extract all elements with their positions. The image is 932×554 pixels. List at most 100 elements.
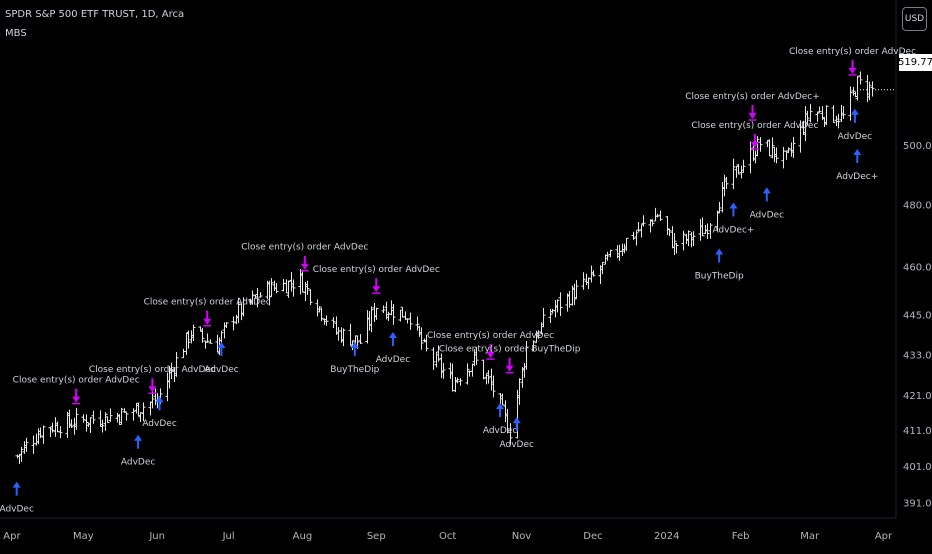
- ohlc-bar: [598, 265, 603, 284]
- ohlc-bar: [419, 327, 424, 350]
- ohlc-bar: [169, 362, 174, 380]
- exit-signal-label: Close entry(s) order AdvDec+: [685, 92, 820, 102]
- exit-signal: Close entry(s) order AdvDec: [691, 121, 818, 150]
- ohlc-bar: [431, 347, 436, 370]
- ohlc-bar: [339, 327, 344, 343]
- exit-arrow-head-icon: [505, 365, 514, 372]
- ohlc-bar: [305, 280, 310, 295]
- y-tick-label: 401.00: [903, 462, 932, 473]
- ohlc-bar: [453, 377, 458, 393]
- entry-signal: AdvDec+: [836, 149, 878, 182]
- ohlc-bar: [88, 417, 93, 433]
- ohlc-bar: [267, 280, 272, 306]
- exit-signal-label: Close entry(s) order AdvDec: [691, 121, 818, 131]
- ohlc-bar: [491, 375, 496, 398]
- entry-arrow-head-icon: [762, 187, 771, 194]
- entry-signal-label: AdvDec+: [712, 225, 754, 235]
- entry-arrow-head-icon: [350, 341, 359, 348]
- ohlc-bar: [753, 150, 758, 164]
- chart-title: SPDR S&P 500 ETF TRUST, 1D, Arca: [5, 9, 185, 20]
- exit-signal-label: Close entry(s) order AdvDec: [241, 243, 368, 253]
- ohlc-bar: [222, 322, 227, 339]
- ohlc-bar: [341, 328, 346, 347]
- ohlc-bar: [741, 159, 746, 173]
- ohlc-bar: [117, 414, 122, 425]
- ohlc-bar: [691, 231, 696, 247]
- ohlc-bar: [684, 233, 689, 244]
- exit-arrow-head-icon: [750, 141, 759, 148]
- exit-arrow-head-icon: [848, 67, 857, 74]
- ohlc-bar: [834, 115, 839, 127]
- ohlc-bar: [820, 106, 825, 121]
- entry-arrow-head-icon: [388, 332, 397, 339]
- ohlc-bar: [591, 270, 596, 277]
- ohlc-bar: [191, 324, 196, 341]
- ohlc-bar: [689, 232, 694, 248]
- ohlc-bar: [698, 219, 703, 241]
- entry-signal: AdvDec: [838, 108, 872, 142]
- exit-signal-label: Close entry(s) order AdvDec: [89, 365, 216, 375]
- ohlc-bar: [55, 421, 60, 433]
- exit-signal-label: Close entry(s) order AdvDec: [789, 47, 916, 57]
- entry-arrow-head-icon: [512, 417, 521, 424]
- entry-signal: AdvDec: [483, 403, 517, 436]
- ohlc-bar: [784, 150, 789, 160]
- ohlc-bar: [508, 423, 513, 445]
- ohlc-bar: [31, 435, 36, 454]
- entry-arrow-head-icon: [217, 341, 226, 348]
- ohlc-bar: [603, 254, 608, 265]
- indicator-name: MBS: [5, 28, 27, 39]
- entry-arrow-head-icon: [496, 403, 505, 410]
- exit-arrow-head-icon: [148, 386, 157, 393]
- ohlc-bar: [91, 410, 96, 424]
- entry-signal-label: AdvDec: [204, 365, 239, 375]
- entry-signal: AdvDec: [204, 341, 239, 375]
- ohlc-bar: [641, 215, 646, 227]
- ohlc-bar: [658, 210, 663, 222]
- exit-signal: Close entry(s) order BuyTheDip: [439, 345, 581, 374]
- ohlc-bar: [474, 346, 479, 365]
- ohlc-bar: [174, 351, 179, 377]
- ohlc-bar: [74, 407, 79, 430]
- ohlc-bar: [284, 279, 289, 294]
- ohlc-bar: [853, 91, 858, 97]
- y-tick-label: 421.00: [903, 391, 932, 402]
- ohlc-bar: [855, 75, 860, 101]
- ohlc-bar: [848, 86, 853, 121]
- ohlc-bar: [241, 297, 246, 317]
- ohlc-bar: [19, 446, 24, 462]
- ohlc-bar: [653, 207, 658, 222]
- entry-signal: AdvDec: [142, 396, 177, 429]
- exit-arrow-head-icon: [748, 113, 757, 120]
- ohlc-bar: [365, 310, 370, 344]
- ohlc-bar: [234, 314, 239, 325]
- ohlc-bar: [774, 147, 779, 164]
- ohlc-bar: [581, 272, 586, 290]
- ohlc-bar: [334, 316, 339, 335]
- ohlc-bar: [103, 412, 108, 431]
- exit-signal: Close entry(s) order AdvDec: [13, 376, 140, 405]
- ohlc-bar: [381, 305, 386, 313]
- entry-arrow-head-icon: [853, 149, 862, 156]
- ohlc-bar: [181, 348, 186, 359]
- ohlc-bar: [455, 377, 460, 384]
- entry-arrow-head-icon: [729, 202, 738, 209]
- x-tick-label: Mar: [800, 531, 820, 542]
- ohlc-bar: [808, 103, 813, 123]
- x-tick-label: Oct: [439, 531, 456, 542]
- exit-signal: Close entry(s) order AdvDec: [89, 365, 216, 394]
- ohlc-bar: [865, 74, 870, 103]
- ohlc-bar: [667, 228, 672, 237]
- ohlc-bar: [465, 363, 470, 385]
- entry-signal-label: AdvDec+: [836, 172, 878, 182]
- ohlc-bar: [439, 353, 444, 379]
- currency-button[interactable]: USD: [902, 7, 927, 31]
- ohlc-bar: [572, 283, 577, 306]
- ohlc-bar: [748, 141, 753, 174]
- ohlc-bar: [436, 345, 441, 362]
- exit-signal-label: Close entry(s) order AdvDec: [427, 331, 554, 341]
- ohlc-bar: [286, 280, 291, 298]
- ohlc-bar: [617, 244, 622, 261]
